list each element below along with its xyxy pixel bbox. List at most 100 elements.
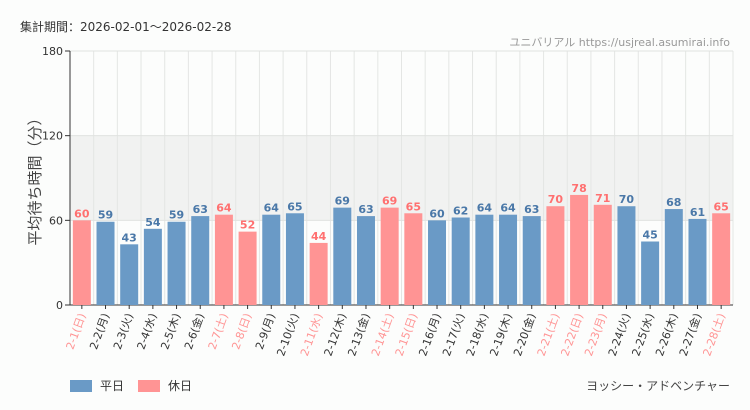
x-tick-label: 2-14(土)	[369, 312, 396, 358]
x-tick-label: 2-27(金)	[676, 311, 704, 358]
data-label: 69	[335, 195, 350, 208]
bar	[214, 214, 233, 305]
legend-swatch	[70, 379, 92, 392]
x-tick-label: 2-9(月)	[253, 312, 278, 352]
x-tick-label: 2-17(火)	[440, 312, 467, 358]
bar	[688, 218, 707, 305]
bar	[143, 228, 162, 305]
data-label: 61	[690, 206, 705, 219]
data-label: 59	[169, 209, 184, 222]
legend-holiday: 休日	[138, 377, 192, 394]
legend-label: 休日	[168, 379, 193, 393]
x-tick-label: 2-19(木)	[487, 312, 514, 358]
data-label: 64	[500, 202, 516, 215]
x-tick-label: 2-2(月)	[87, 312, 112, 352]
bar	[309, 242, 328, 305]
site-credit: ユニバリアル https://usjreal.asumirai.info	[509, 36, 730, 49]
data-label: 64	[477, 202, 493, 215]
data-label: 65	[714, 200, 729, 213]
data-label: 62	[453, 205, 468, 218]
period-label: 集計期間：2026-02-01～2026-02-28	[20, 20, 232, 34]
data-label: 78	[571, 182, 586, 195]
x-tick-label: 2-23(月)	[582, 312, 609, 358]
x-tick-label: 2-4(水)	[135, 312, 160, 352]
attraction-name: ヨッシー・アドベンチャー	[586, 379, 730, 393]
bar	[191, 216, 210, 305]
bar	[641, 241, 660, 305]
x-tick-label: 2-21(土)	[535, 312, 562, 358]
x-tick-label: 2-6(金)	[181, 311, 207, 351]
legend-label: 平日	[100, 379, 125, 393]
x-tick-label: 2-15(日)	[393, 312, 420, 358]
bar	[120, 244, 139, 305]
legend: 平日 休日	[70, 377, 192, 394]
x-tick-label: 2-5(木)	[158, 312, 183, 352]
bar	[570, 194, 589, 305]
bar	[262, 214, 281, 305]
x-tick-label: 2-16(月)	[416, 312, 443, 358]
x-tick-label: 2-25(水)	[629, 312, 656, 358]
bar	[404, 213, 423, 305]
bar	[167, 221, 186, 305]
y-tick-label: 120	[42, 130, 63, 143]
data-label: 71	[595, 192, 610, 205]
x-tick-label: 2-22(日)	[558, 312, 585, 358]
data-label: 64	[216, 202, 232, 215]
bar	[285, 213, 304, 305]
data-label: 68	[666, 196, 681, 209]
legend-weekday: 平日	[70, 377, 124, 394]
bar	[593, 204, 612, 305]
x-tick-label: 2-10(火)	[274, 312, 301, 358]
data-label: 70	[548, 193, 564, 206]
data-label: 60	[74, 207, 90, 220]
bar	[617, 206, 636, 305]
bar	[522, 216, 541, 305]
y-tick-label: 60	[49, 214, 63, 227]
bar	[499, 214, 518, 305]
bar	[356, 216, 375, 305]
x-tick-label: 2-28(土)	[701, 312, 728, 358]
data-label: 59	[98, 209, 113, 222]
x-tick-label: 2-12(木)	[322, 312, 349, 358]
data-label: 54	[145, 216, 161, 229]
x-tick-label: 2-11(水)	[298, 312, 325, 358]
data-label: 45	[642, 229, 657, 242]
y-tick-label: 0	[56, 299, 63, 312]
bar	[238, 231, 257, 305]
x-tick-label: 2-7(土)	[206, 312, 231, 352]
data-label: 43	[122, 231, 137, 244]
bar	[451, 217, 470, 305]
bar	[72, 220, 91, 305]
bar	[428, 220, 447, 305]
x-tick-label: 2-24(火)	[606, 312, 633, 358]
bar	[475, 214, 494, 305]
data-label: 60	[429, 207, 445, 220]
bar	[380, 207, 399, 305]
data-label: 64	[264, 202, 280, 215]
data-label: 63	[358, 203, 373, 216]
data-label: 65	[406, 200, 421, 213]
legend-swatch	[138, 379, 161, 392]
data-label: 52	[240, 219, 255, 232]
data-label: 70	[619, 193, 635, 206]
bar	[333, 207, 352, 305]
data-label: 63	[193, 203, 208, 216]
y-axis-label: 平均待ち時間（分）	[26, 110, 44, 245]
x-tick-label: 2-1(日)	[64, 312, 89, 352]
data-label: 44	[311, 230, 327, 243]
data-label: 69	[382, 195, 397, 208]
y-tick-label: 180	[42, 45, 63, 58]
x-tick-label: 2-18(水)	[464, 312, 491, 358]
data-label: 63	[524, 203, 539, 216]
bar	[664, 209, 683, 305]
x-tick-label: 2-13(金)	[344, 311, 372, 358]
x-tick-label: 2-3(火)	[111, 312, 136, 352]
bar	[712, 213, 731, 305]
x-tick-label: 2-20(金)	[510, 311, 538, 358]
x-tick-label: 2-8(日)	[229, 312, 254, 352]
bar	[96, 221, 115, 305]
data-label: 65	[287, 200, 302, 213]
x-tick-label: 2-26(木)	[653, 312, 680, 358]
